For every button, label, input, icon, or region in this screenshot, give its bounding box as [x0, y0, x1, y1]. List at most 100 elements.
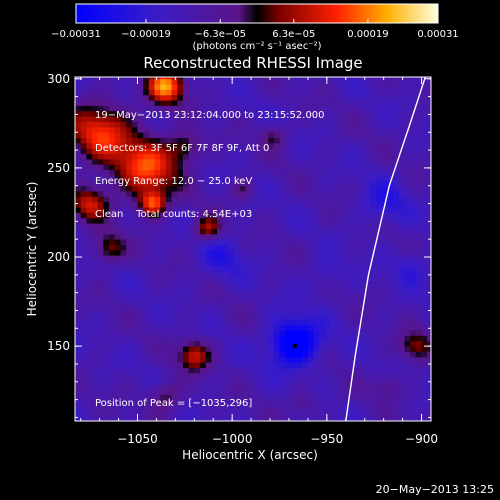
heatmap-cell: [330, 378, 337, 384]
heatmap-cell: [228, 399, 235, 406]
heatmap-cell: [251, 78, 258, 85]
heatmap-cell: [251, 367, 258, 374]
heatmap-cell: [148, 351, 155, 358]
heatmap-cell: [154, 201, 161, 208]
heatmap-cell: [143, 324, 150, 331]
heatmap-cell: [370, 319, 377, 326]
heatmap-cell: [404, 142, 411, 149]
heatmap-cell: [228, 110, 235, 117]
heatmap-cell: [307, 378, 314, 384]
heatmap-cell: [109, 191, 116, 197]
heatmap-cell: [336, 121, 343, 128]
heatmap-cell: [103, 404, 110, 411]
heatmap-cell: [228, 169, 235, 176]
heatmap-cell: [427, 383, 431, 390]
heatmap-cell: [148, 132, 155, 138]
heatmap-cell: [239, 126, 246, 133]
heatmap-cell: [273, 126, 280, 133]
heatmap-cell: [342, 404, 349, 411]
heatmap-cell: [376, 158, 383, 165]
heatmap-cell: [222, 191, 229, 197]
heatmap-cell: [245, 207, 252, 213]
heatmap-cell: [217, 260, 224, 267]
heatmap-cell: [256, 276, 263, 283]
heatmap-cell: [154, 399, 161, 406]
heatmap-cell: [387, 255, 394, 261]
heatmap-cell: [296, 100, 303, 106]
heatmap-cell: [273, 404, 280, 411]
heatmap-cell: [148, 265, 155, 272]
heatmap-cell: [359, 319, 366, 326]
heatmap-cell: [239, 137, 246, 144]
heatmap-cell: [222, 260, 229, 267]
heatmap-cell: [160, 142, 167, 149]
heatmap-cell: [75, 89, 82, 96]
heatmap-cell: [393, 260, 400, 267]
heatmap-cell: [279, 308, 286, 315]
heatmap-cell: [171, 100, 178, 106]
heatmap-cell: [245, 319, 252, 326]
heatmap-cell: [75, 142, 82, 149]
heatmap-cell: [251, 191, 258, 197]
heatmap-cell: [330, 223, 337, 229]
heatmap-cell: [177, 410, 184, 417]
heatmap-cell: [359, 394, 366, 401]
heatmap-cell: [421, 244, 428, 251]
heatmap-cell: [177, 116, 184, 122]
heatmap-cell: [143, 249, 150, 256]
heatmap-cell: [324, 356, 332, 363]
heatmap-cell: [364, 362, 371, 368]
heatmap-cell: [273, 191, 280, 197]
heatmap-cell: [307, 335, 314, 342]
heatmap-cell: [268, 265, 275, 272]
heatmap-cell: [97, 324, 104, 331]
y-tick-label: 150: [47, 339, 70, 353]
heatmap-cell: [421, 292, 428, 299]
heatmap-cell: [376, 110, 383, 117]
heatmap-cell: [86, 265, 93, 272]
heatmap-cell: [182, 319, 190, 326]
heatmap-cell: [245, 356, 252, 363]
heatmap-cell: [376, 255, 383, 261]
heatmap-cell: [319, 276, 326, 283]
heatmap-cell: [342, 185, 349, 192]
heatmap-cell: [268, 94, 275, 101]
heatmap-cell: [234, 340, 241, 347]
heatmap-cell: [126, 116, 133, 122]
heatmap-cell: [194, 94, 201, 101]
heatmap-cell: [131, 185, 138, 192]
heatmap-cell: [415, 287, 422, 294]
heatmap-cell: [97, 158, 104, 165]
heatmap-cell: [228, 271, 235, 278]
heatmap-cell: [217, 346, 224, 352]
heatmap-cell: [256, 244, 263, 251]
minimum-marker: [292, 344, 297, 349]
heatmap-cell: [75, 308, 82, 315]
heatmap-cell: [421, 233, 428, 240]
heatmap-cell: [370, 399, 377, 406]
heatmap-cell: [92, 383, 99, 390]
heatmap-cell: [222, 158, 229, 165]
heatmap-cell: [336, 196, 343, 203]
heatmap-cell: [307, 324, 314, 331]
heatmap-cell: [359, 100, 366, 106]
heatmap-cell: [103, 207, 110, 213]
heatmap-cell: [268, 212, 275, 219]
heatmap-cell: [387, 346, 394, 352]
heatmap-cell: [290, 404, 297, 411]
colorbar-unit-label: (photons cm⁻² s⁻¹ asec⁻²): [192, 41, 321, 52]
heatmap-cell: [359, 142, 366, 149]
heatmap-cell: [313, 330, 320, 336]
heatmap-cell: [239, 281, 246, 288]
heatmap-cell: [319, 239, 326, 245]
heatmap-cell: [404, 228, 411, 235]
heatmap-cell: [154, 105, 161, 112]
heatmap-cell: [376, 169, 383, 176]
heatmap-cell: [222, 116, 229, 122]
heatmap-cell: [239, 255, 246, 261]
heatmap-cell: [290, 367, 297, 374]
heatmap-cell: [393, 324, 400, 331]
heatmap-cell: [302, 287, 309, 294]
heatmap-cell: [404, 346, 411, 352]
heatmap-cell: [137, 132, 144, 138]
